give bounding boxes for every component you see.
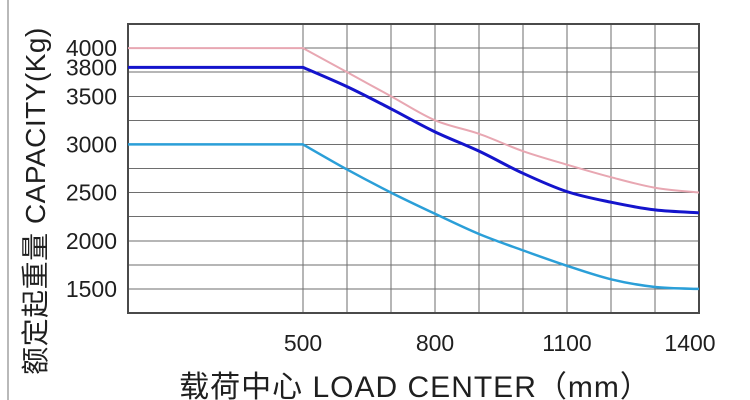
left-edge-artifact-line xyxy=(7,0,9,400)
y-tick-label: 2000 xyxy=(66,228,117,254)
x-tick-label: 1400 xyxy=(664,330,715,356)
x-tick-label: 500 xyxy=(284,330,322,356)
y-tick-label: 3800 xyxy=(66,54,117,80)
plot-border xyxy=(127,23,700,314)
capacity-curve-4000kg xyxy=(128,47,700,194)
y-tick-label: 3000 xyxy=(66,131,117,157)
capacity-curve-3800kg xyxy=(128,65,700,215)
x-tick-label: 1100 xyxy=(542,330,591,356)
x-tick-label: 800 xyxy=(416,330,454,356)
y-tick-label: 3500 xyxy=(66,83,117,109)
y-tick-label: 4000 xyxy=(66,35,117,61)
y-tick-label: 2500 xyxy=(66,180,117,206)
y-tick-label: 1500 xyxy=(66,276,117,302)
capacity-curve-3000kg xyxy=(128,143,700,291)
y-axis-title: 额定起重量 CAPACITY(Kg) xyxy=(20,27,51,375)
x-axis-title: 载荷中心 LOAD CENTER（mm） xyxy=(179,371,651,400)
